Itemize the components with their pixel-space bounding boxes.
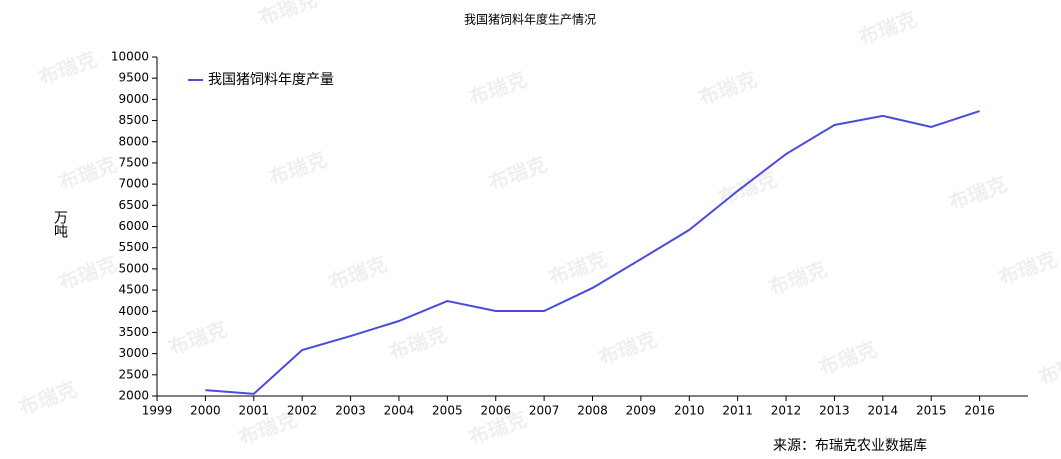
x-tick-label: 2010 xyxy=(674,404,705,418)
x-tick-label: 2001 xyxy=(239,404,270,418)
x-tick-label: 2011 xyxy=(722,404,753,418)
watermark: 布瑞克 xyxy=(35,47,100,90)
y-tick-label: 6000 xyxy=(118,219,149,233)
y-tick-label: 8000 xyxy=(118,134,149,148)
x-tick-label: 2006 xyxy=(480,404,511,418)
x-tick-label: 1999 xyxy=(142,404,173,418)
watermark: 布瑞克 xyxy=(265,147,330,190)
x-tick-label: 2003 xyxy=(335,404,366,418)
watermark: 布瑞克 xyxy=(325,252,390,295)
y-tick-label: 5500 xyxy=(118,240,149,254)
watermark: 布瑞克 xyxy=(255,0,320,30)
y-tick-label: 10000 xyxy=(111,50,149,64)
y-tick-label: 4500 xyxy=(118,283,149,297)
watermark: 布瑞克 xyxy=(385,322,450,365)
y-tick-label: 5000 xyxy=(118,261,149,275)
data-line xyxy=(205,110,980,395)
y-tick-label: 4000 xyxy=(118,304,149,318)
y-tick-label: 6500 xyxy=(118,198,149,212)
watermark: 布瑞克 xyxy=(165,317,230,360)
x-tick-label: 2016 xyxy=(964,404,995,418)
watermark: 布瑞克 xyxy=(1035,347,1061,390)
y-tick-label: 8500 xyxy=(118,113,149,127)
x-tick-label: 2004 xyxy=(384,404,415,418)
x-tick-label: 2000 xyxy=(190,404,221,418)
x-tick-label: 2014 xyxy=(868,404,899,418)
watermark: 布瑞克 xyxy=(945,172,1010,215)
watermark: 布瑞克 xyxy=(465,67,530,110)
watermark: 布瑞克 xyxy=(995,247,1060,290)
watermark: 布瑞克 xyxy=(55,252,120,295)
watermark: 布瑞克 xyxy=(695,67,760,110)
watermark: 布瑞克 xyxy=(485,152,550,195)
y-tick-label: 2500 xyxy=(118,367,149,381)
y-tick-label: 7500 xyxy=(118,155,149,169)
watermark: 布瑞克 xyxy=(15,377,80,420)
y-axis-label: 万吨 xyxy=(52,210,68,238)
y-tick-label: 2000 xyxy=(118,389,149,403)
y-tick-label: 3000 xyxy=(118,346,149,360)
watermark: 布瑞克 xyxy=(595,327,660,370)
y-tick-label: 9500 xyxy=(118,71,149,85)
legend-label: 我国猪饲料年度产量 xyxy=(208,72,334,88)
x-tick-label: 2012 xyxy=(771,404,802,418)
x-tick-label: 2013 xyxy=(819,404,850,418)
x-tick-label: 2015 xyxy=(916,404,947,418)
y-tick-label: 9000 xyxy=(118,92,149,106)
watermark: 布瑞克 xyxy=(855,7,920,50)
chart-title: 我国猪饲料年度生产情况 xyxy=(464,12,596,27)
x-tick-label: 2009 xyxy=(626,404,657,418)
x-tick-label: 2007 xyxy=(529,404,560,418)
source-note: 来源：布瑞克农业数据库 xyxy=(773,438,927,454)
x-tick-label: 2008 xyxy=(577,404,608,418)
y-tick-label: 7000 xyxy=(118,177,149,191)
watermark: 布瑞克 xyxy=(55,152,120,195)
x-tick-label: 2002 xyxy=(287,404,318,418)
y-tick-label: 3500 xyxy=(118,325,149,339)
watermark: 布瑞克 xyxy=(815,337,880,380)
watermark: 布瑞克 xyxy=(715,167,780,210)
x-tick-label: 2005 xyxy=(432,404,463,418)
watermark: 布瑞克 xyxy=(765,257,830,300)
